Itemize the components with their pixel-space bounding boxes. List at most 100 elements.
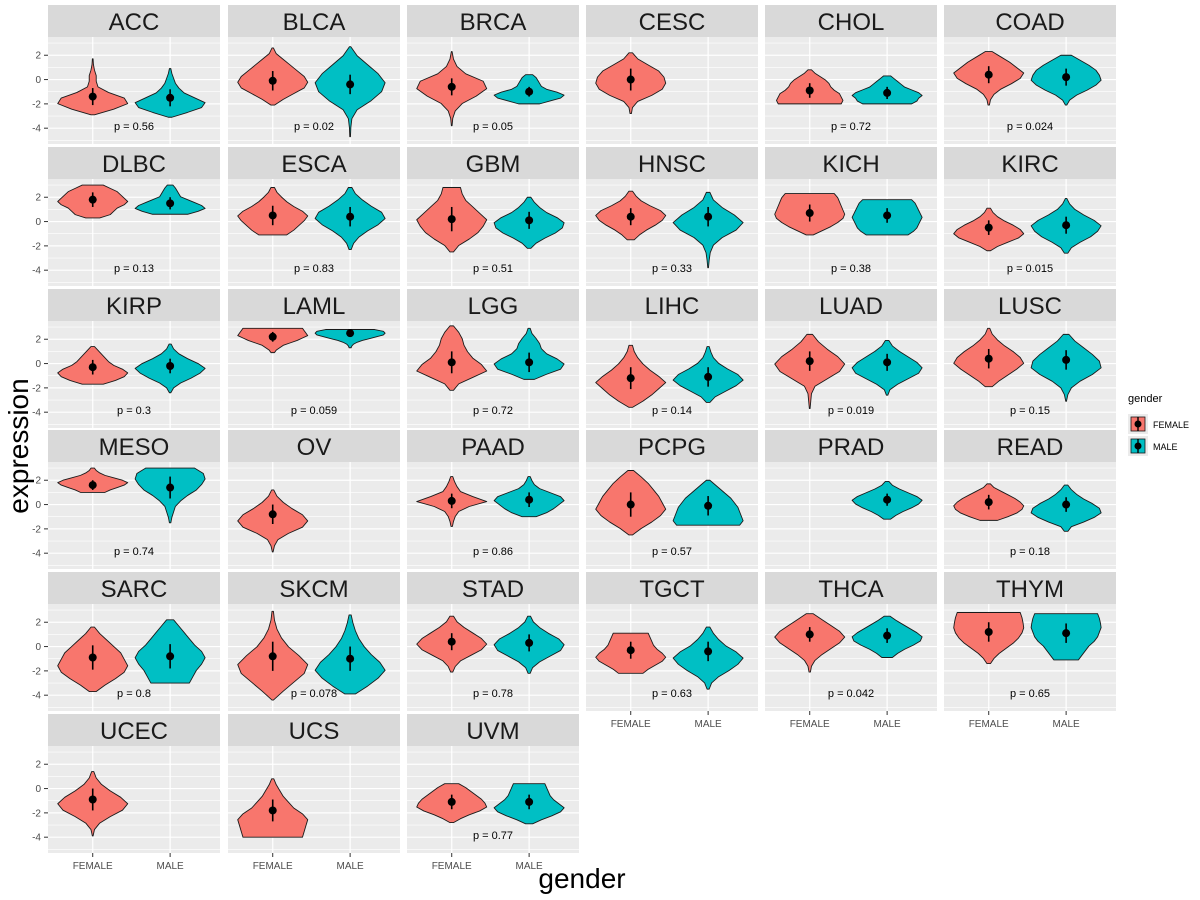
y-tick-label: 2 [35,193,41,204]
p-value-label: p = 0.078 [291,688,337,700]
facet-panel-luad: LUAD p = 0.019 [765,289,937,428]
y-tick-label: -2 [32,666,41,677]
facet-title: PRAD [818,434,885,461]
mean-point-female [805,86,814,95]
facet-strip [944,289,1116,321]
facet-title: LUAD [819,293,883,320]
mean-point-female [984,223,993,232]
facet-panel-lihc: LIHC p = 0.14 [586,289,758,428]
p-value-label: p = 0.13 [114,263,154,275]
mean-point-male [883,88,892,97]
facet-title: LGG [468,293,519,320]
facet-panel-coad: COAD p = 0.024 [944,5,1116,144]
facet-strip [765,289,937,321]
mean-point-female [268,211,277,220]
mean-point-female [268,332,277,341]
y-tick-label: 2 [35,760,41,771]
x-tick-label: MALE [695,719,723,730]
facet-title: ACC [109,9,160,36]
p-value-label: p = 0.02 [294,121,334,133]
facet-title: MESO [99,434,170,461]
facet-title: GBM [466,151,521,178]
mean-point-female [805,357,814,366]
facet-strip [944,5,1116,37]
legend-key-male: MALE [1128,436,1178,456]
p-value-label: p = 0.05 [473,121,513,133]
mean-point-male [166,361,175,370]
mean-point-male [166,199,175,208]
y-tick-label: 0 [35,642,41,653]
p-value-label: p = 0.33 [652,263,692,275]
p-value-label: p = 0.18 [1010,546,1050,558]
mean-point-male [346,80,355,89]
p-value-label: p = 0.74 [114,546,154,558]
facet-title: THCA [818,576,883,603]
legend-title: gender [1128,393,1163,405]
facet-title: PCPG [638,434,706,461]
mean-point-male [704,212,713,221]
facet-panel-hnsc: HNSC p = 0.33 [586,147,758,286]
y-tick-label: 0 [35,500,41,511]
facet-panel-uvm: UVM FEMALE MALE p = 0.77 [407,714,579,872]
facet-strip [765,572,937,604]
facet-strip [586,147,758,179]
x-tick-label: MALE [1053,719,1081,730]
mean-point-male [1062,500,1071,509]
facet-panel-esca: ESCA p = 0.83 [228,147,400,286]
facet-panel-ov: OV [228,430,400,569]
mean-point-male [1062,73,1071,82]
mean-point-male [1062,355,1071,364]
x-tick-label: FEMALE [73,861,113,872]
facet-title: LUSC [998,293,1062,320]
mean-point-female [88,481,97,490]
y-tick-label: -2 [32,524,41,535]
y-tick-label: 0 [35,217,41,228]
mean-point-female [447,358,456,367]
facet-strip [228,572,400,604]
mean-point-female [984,627,993,636]
facet-title: CHOL [818,9,885,36]
x-tick-label: FEMALE [790,719,830,730]
facet-panel-lgg: LGG p = 0.72 [407,289,579,428]
facet-strip [944,572,1116,604]
facet-strip [407,289,579,321]
facet-title: BRCA [460,9,527,36]
facet-panel-pcpg: PCPG p = 0.57 [586,430,758,569]
p-value-label: p = 0.3 [117,405,151,417]
facet-strip [48,147,220,179]
mean-point-male [1062,629,1071,638]
y-tick-label: 2 [35,618,41,629]
p-value-label: p = 0.042 [828,688,874,700]
mean-point-male [166,652,175,661]
mean-point-female [447,637,456,646]
mean-point-female [984,354,993,363]
mean-point-female [447,496,456,505]
mean-point-male [525,797,534,806]
facet-title: TGCT [639,576,705,603]
facet-title: KIRP [106,293,162,320]
p-value-label: p = 0.78 [473,688,513,700]
y-tick-label: 0 [35,75,41,86]
facet-strip [586,289,758,321]
mean-point-female [268,652,277,661]
facet-title: UCEC [100,718,168,745]
p-value-label: p = 0.14 [652,405,692,417]
facet-strip [228,5,400,37]
facet-panel-kich: KICH p = 0.38 [765,147,937,286]
facet-panel-blca: BLCA p = 0.02 [228,5,400,144]
facet-panel-thym: THYM FEMALE MALE p = 0.65 [944,572,1116,730]
y-axis-title: expression [3,378,34,513]
facet-strip [407,714,579,746]
facet-title: SKCM [279,576,348,603]
facet-strip [407,430,579,462]
facet-title: SARC [101,576,168,603]
mean-point-female [626,500,635,509]
facet-panel-read: READ p = 0.18 [944,430,1116,569]
facet-strip [48,572,220,604]
p-value-label: p = 0.72 [831,121,871,133]
mean-point-female [984,70,993,79]
facet-title: LIHC [645,293,700,320]
x-tick-label: FEMALE [969,719,1009,730]
facet-panel-chol: CHOL p = 0.72 [765,5,937,144]
y-tick-label: -4 [32,691,41,702]
